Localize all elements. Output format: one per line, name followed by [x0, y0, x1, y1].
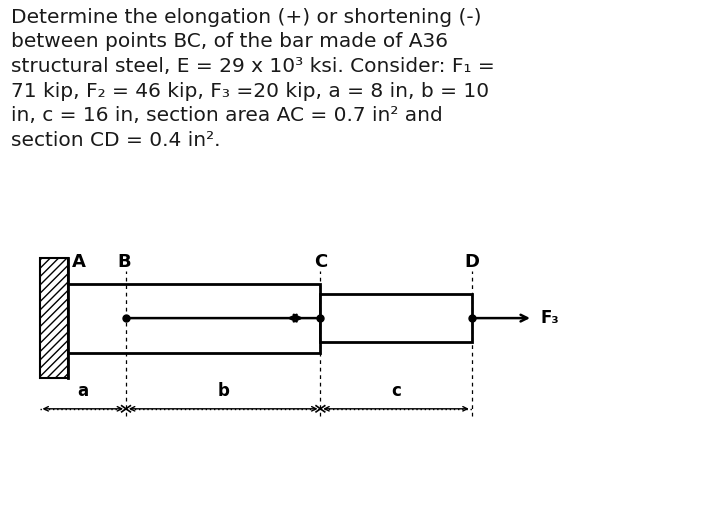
- Text: b: b: [217, 382, 229, 400]
- Text: a: a: [77, 382, 89, 400]
- Text: Determine the elongation (+) or shortening (-)
between points BC, of the bar mad: Determine the elongation (+) or shorteni…: [11, 8, 495, 150]
- Text: A: A: [72, 253, 86, 271]
- Bar: [68, 284, 320, 353]
- Bar: [40, 258, 68, 378]
- Text: F₂: F₂: [302, 297, 321, 315]
- Text: C: C: [314, 253, 327, 271]
- Text: F₁: F₁: [163, 297, 182, 315]
- Text: B: B: [117, 253, 130, 271]
- Text: D: D: [464, 253, 479, 271]
- Bar: [40, 258, 68, 378]
- Text: F₃: F₃: [540, 309, 559, 327]
- Text: c: c: [391, 382, 401, 400]
- Bar: [320, 294, 472, 342]
